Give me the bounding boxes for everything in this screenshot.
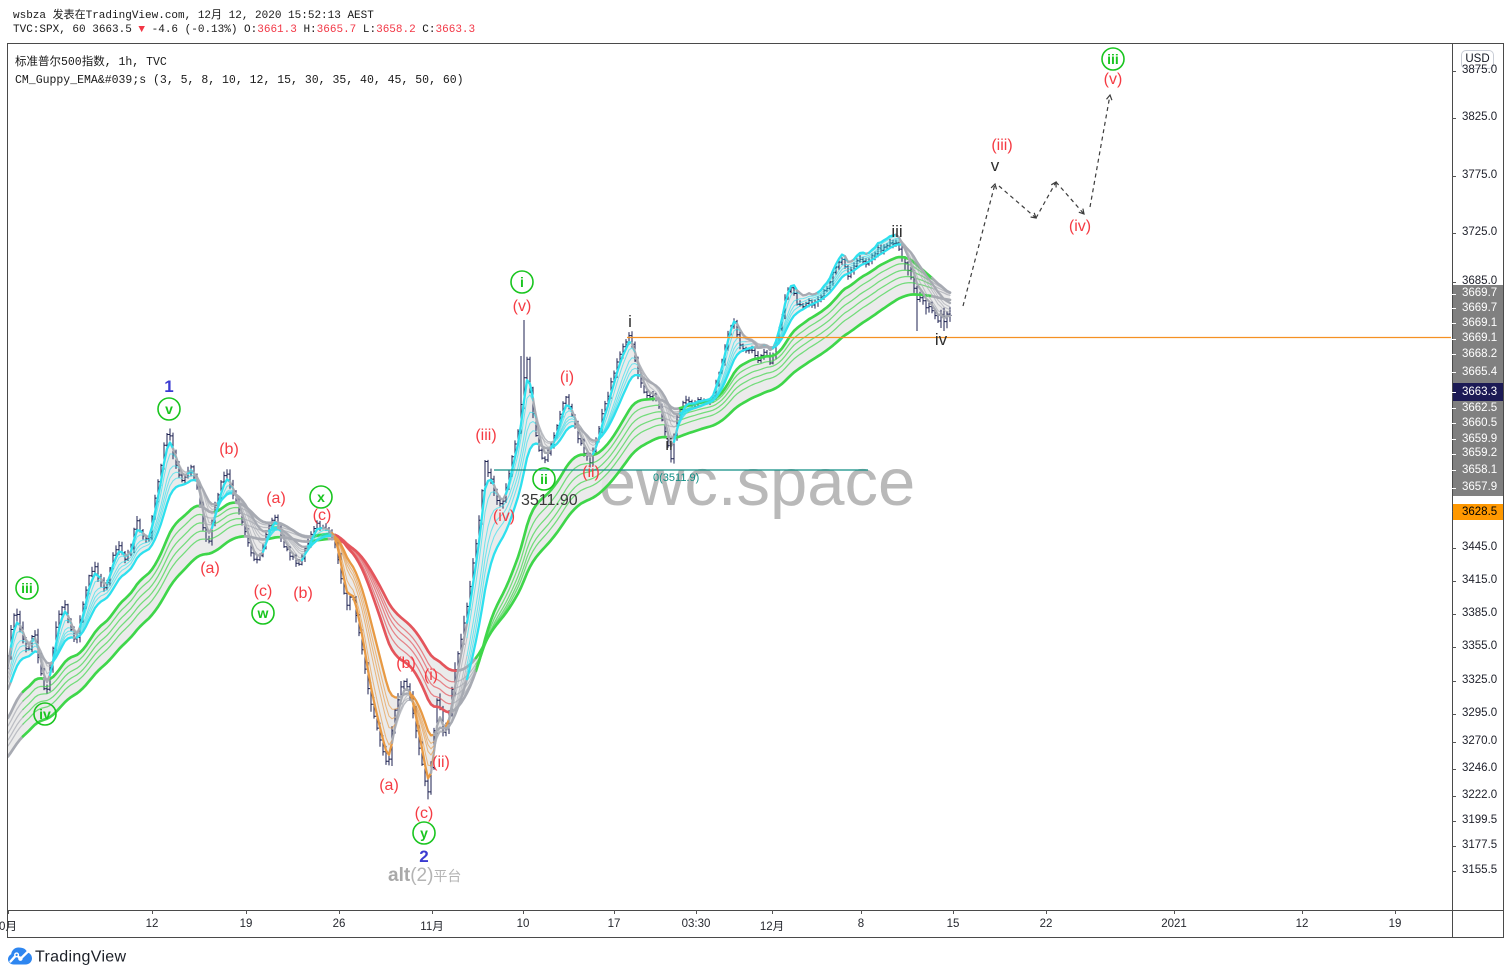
svg-text:(iii): (iii): [475, 427, 496, 444]
svg-text:(v): (v): [513, 298, 532, 315]
svg-text:(v): (v): [1104, 71, 1123, 88]
svg-text:x: x: [317, 489, 325, 505]
svg-text:ii: ii: [665, 435, 673, 454]
svg-text:(i): (i): [560, 369, 574, 386]
svg-text:ewc.space: ewc.space: [599, 445, 916, 520]
svg-text:iv: iv: [935, 330, 948, 349]
svg-text:(ii): (ii): [432, 754, 450, 771]
svg-text:iv: iv: [39, 706, 51, 722]
svg-text:TradingView: TradingView: [35, 949, 126, 966]
svg-text:(a): (a): [379, 777, 399, 794]
svg-text:(c): (c): [254, 583, 273, 600]
svg-text:w: w: [257, 605, 269, 621]
svg-text:0(3511.9): 0(3511.9): [653, 472, 699, 484]
svg-text:(c): (c): [415, 805, 434, 822]
svg-text:1: 1: [164, 377, 173, 396]
svg-text:v: v: [165, 401, 173, 417]
svg-text:alt(2)平台: alt(2)平台: [388, 865, 461, 886]
svg-text:2: 2: [419, 847, 428, 866]
svg-text:iii: iii: [891, 222, 902, 241]
svg-text:y: y: [420, 825, 428, 841]
svg-text:(a): (a): [200, 560, 220, 577]
svg-text:(a): (a): [266, 490, 286, 507]
svg-text:(i): (i): [424, 667, 438, 684]
svg-text:(b): (b): [219, 441, 239, 458]
svg-text:(iv): (iv): [1069, 218, 1091, 235]
svg-text:3511.90: 3511.90: [521, 492, 578, 509]
svg-text:i: i: [628, 312, 632, 331]
svg-text:(iii): (iii): [991, 137, 1012, 154]
svg-text:(iv): (iv): [493, 508, 515, 525]
svg-text:ii: ii: [540, 471, 548, 487]
svg-text:(c): (c): [313, 507, 332, 524]
svg-text:(b): (b): [293, 585, 313, 602]
svg-text:i: i: [520, 274, 524, 290]
svg-text:iii: iii: [1107, 51, 1119, 67]
svg-text:v: v: [991, 156, 1000, 175]
svg-text:(ii): (ii): [582, 464, 600, 481]
svg-text:(b): (b): [396, 655, 416, 672]
svg-text:iii: iii: [21, 580, 33, 596]
